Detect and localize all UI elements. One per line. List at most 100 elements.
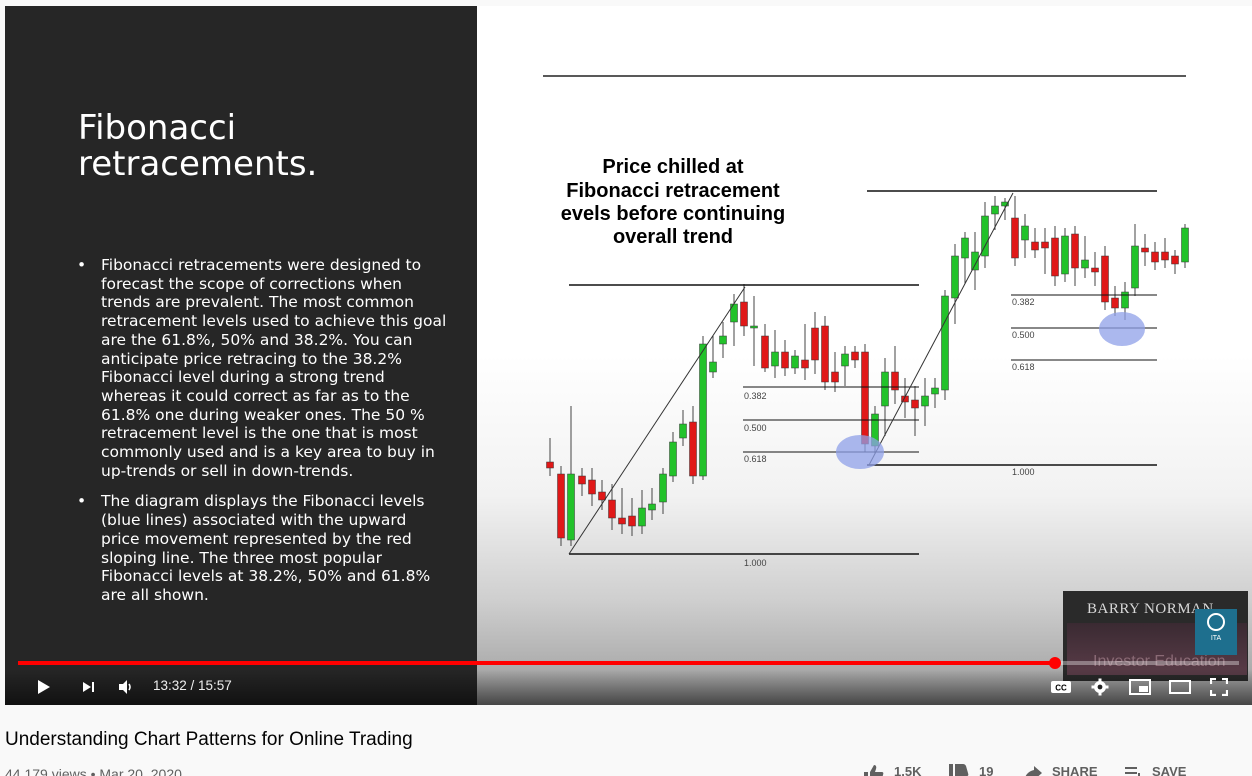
bear-candle — [1141, 247, 1149, 253]
level-label: 0.382 — [1012, 297, 1035, 307]
level-label: 1.000 — [744, 558, 767, 568]
save-button[interactable]: SAVE — [1124, 764, 1186, 776]
video-player[interactable]: Fibonacci retracements. Fibonacci retrac… — [5, 6, 1252, 705]
bear-candle — [891, 371, 899, 391]
bull-candle — [709, 361, 717, 373]
channel-watermark[interactable]: BARRY NORMAN Investor Education ITA — [1063, 591, 1248, 681]
miniplayer-icon[interactable] — [1127, 675, 1153, 699]
bear-candle — [1071, 233, 1079, 269]
bull-candle — [1061, 235, 1069, 275]
bear-candle — [598, 491, 606, 501]
bear-candle — [618, 517, 626, 525]
bull-candle — [1131, 245, 1139, 289]
bull-candle — [791, 355, 799, 369]
trend-line-2 — [868, 192, 1014, 466]
next-icon[interactable] — [75, 675, 101, 699]
theater-icon[interactable] — [1167, 675, 1193, 699]
bull-candle — [567, 473, 575, 541]
bear-candle — [1011, 217, 1019, 259]
bull-candle — [971, 251, 979, 271]
bull-candle — [699, 343, 707, 477]
bear-candle — [1041, 241, 1049, 249]
highlight-ellipse — [836, 435, 884, 469]
bear-candle — [628, 515, 636, 527]
volume-icon[interactable] — [113, 675, 139, 699]
bear-candle — [861, 351, 869, 445]
bear-candle — [689, 421, 697, 477]
bear-candle — [557, 473, 565, 539]
progress-bar[interactable] — [18, 657, 1239, 669]
bull-candle — [961, 237, 969, 259]
bull-candle — [648, 503, 656, 511]
save-playlist-icon — [1125, 767, 1140, 776]
thumbs-up-icon — [864, 765, 884, 776]
bull-candle — [771, 351, 779, 367]
slide-bullet: Fibonacci retracements were designed to … — [77, 256, 447, 480]
bear-candle — [821, 325, 829, 383]
bear-candle — [740, 301, 748, 327]
level-label: 1.000 — [1012, 467, 1035, 477]
ita-logo: ITA — [1195, 609, 1237, 655]
bull-candle — [981, 215, 989, 257]
video-title: Understanding Chart Patterns for Online … — [5, 729, 413, 750]
progress-scrubber[interactable] — [1048, 657, 1061, 669]
dislike-button[interactable]: 19 — [947, 764, 993, 776]
bear-candle — [1101, 255, 1109, 303]
captions-icon[interactable]: CC — [1048, 675, 1074, 699]
bear-candle — [1171, 255, 1179, 265]
level-label: 0.382 — [744, 391, 767, 401]
bear-candle — [811, 327, 819, 361]
time-display: 13:32 / 15:57 — [153, 678, 232, 693]
captions-label: CC — [1055, 684, 1067, 693]
save-label: SAVE — [1152, 764, 1187, 776]
slide-bullet: The diagram displays the Fibonacci level… — [77, 492, 447, 604]
slide-title: Fibonacci retracements. — [78, 108, 318, 184]
thumbs-down-icon — [949, 764, 969, 776]
share-label: SHARE — [1052, 764, 1098, 776]
bear-candle — [1031, 241, 1039, 251]
dislike-count: 19 — [979, 764, 994, 776]
bull-candle — [941, 295, 949, 391]
share-icon — [1025, 766, 1042, 776]
share-button[interactable]: SHARE — [1022, 764, 1098, 776]
fullscreen-icon[interactable] — [1206, 675, 1232, 699]
bear-candle — [588, 479, 596, 495]
bear-candle — [578, 475, 586, 485]
bull-candle — [841, 353, 849, 367]
bear-candle — [831, 371, 839, 383]
bull-candle — [991, 205, 999, 215]
bull-candle — [659, 473, 667, 503]
progress-fill — [18, 661, 1055, 665]
annotation-line: Fibonacci retracement — [566, 180, 780, 202]
play-icon[interactable] — [30, 675, 56, 699]
trend-line-1 — [568, 286, 746, 555]
bear-candle — [801, 359, 809, 369]
bull-candle — [679, 423, 687, 439]
bear-candle — [1051, 237, 1059, 277]
bull-candle — [669, 441, 677, 477]
bull-candle — [931, 387, 939, 395]
level-label: 0.618 — [744, 454, 767, 464]
bear-candle — [546, 461, 554, 469]
like-button[interactable]: 1.5K — [862, 764, 921, 776]
logo-ring-icon — [1207, 613, 1225, 631]
level-label: 0.618 — [1012, 362, 1035, 372]
watermark-name: BARRY NORMAN — [1087, 601, 1214, 617]
bull-candle — [951, 255, 959, 299]
logo-text: ITA — [1210, 635, 1222, 642]
slide-bullets: Fibonacci retracements were designed to … — [77, 256, 447, 617]
bear-candle — [911, 399, 919, 409]
bear-candle — [1161, 251, 1169, 261]
bear-candle — [1091, 267, 1099, 273]
bull-candle — [1001, 201, 1009, 207]
bull-candle — [638, 507, 646, 527]
bear-candle — [1111, 297, 1119, 309]
video-meta: 44,179 views • Mar 20, 2020 — [5, 766, 182, 776]
settings-icon[interactable] — [1087, 675, 1113, 699]
bull-candle — [1081, 259, 1089, 269]
fibonacci-chart-image: 0.382 0.500 0.618 1.000 0.382 0.500 0.61… — [543, 75, 1189, 568]
annotation-line: evels before continuing — [561, 203, 785, 225]
slide-left-panel: Fibonacci retracements. Fibonacci retrac… — [5, 6, 477, 705]
bull-candle — [719, 335, 727, 345]
level-label: 0.500 — [1012, 330, 1035, 340]
